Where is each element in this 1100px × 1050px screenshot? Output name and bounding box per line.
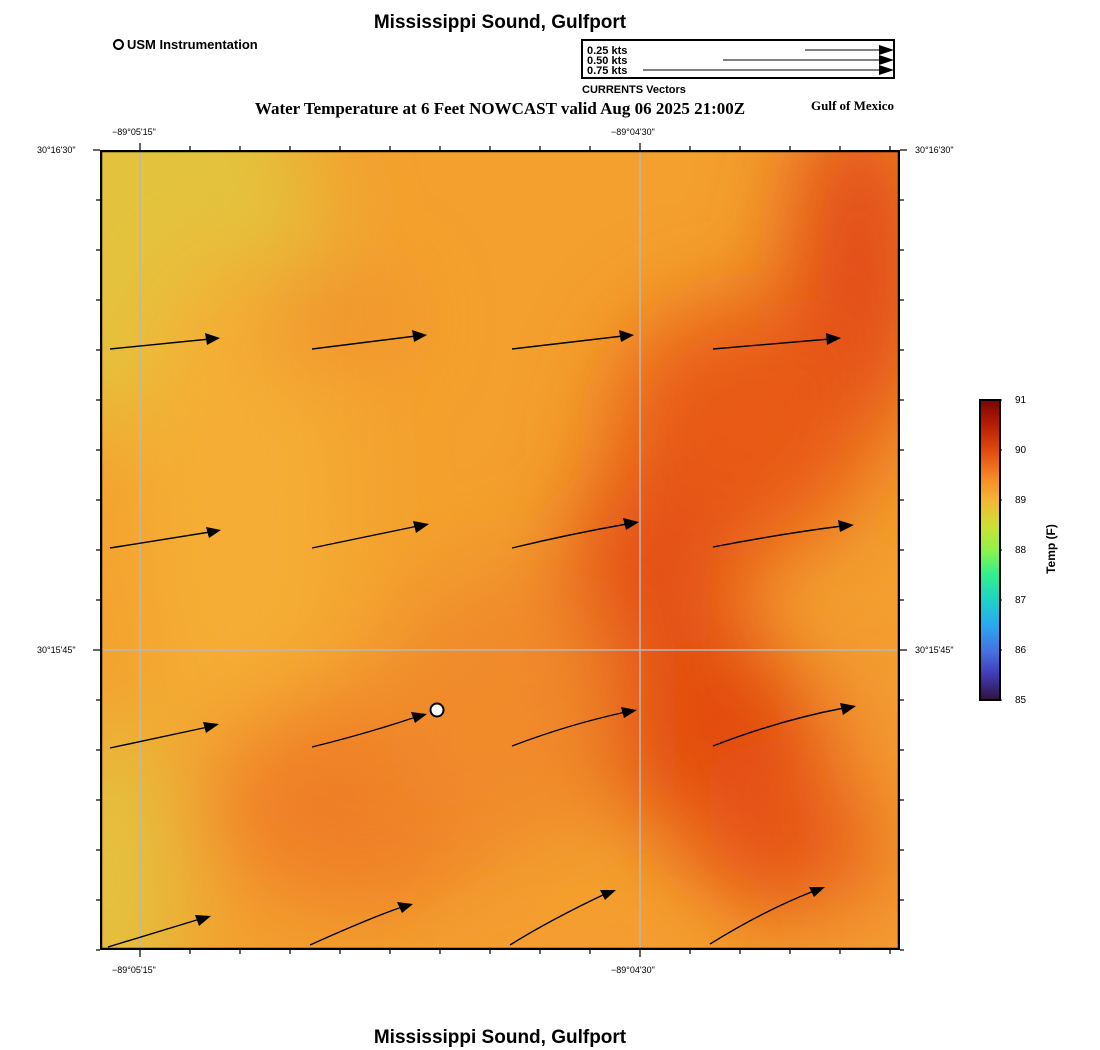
current-vector	[311, 525, 419, 549]
colorbar	[978, 398, 1002, 702]
current-vector	[311, 335, 417, 350]
temperature-field	[100, 150, 900, 950]
current-vector	[109, 338, 211, 350]
vector-legend-arrows	[643, 45, 893, 75]
station-legend-label: USM Instrumentation	[127, 37, 258, 52]
current-vector-head	[600, 890, 616, 900]
current-vector	[107, 918, 201, 948]
legend-arrowhead-050	[879, 55, 893, 65]
current-vector	[712, 525, 843, 548]
current-vector-head	[412, 330, 427, 342]
vector-legend-label-3: 0.75 kts	[587, 65, 628, 77]
current-vector	[109, 726, 209, 749]
colorbar-tick-label: 91	[1015, 395, 1027, 406]
current-vector	[509, 893, 606, 946]
colorbar-tick-label: 85	[1015, 695, 1027, 706]
map-subtitle: Water Temperature at 6 Feet NOWCAST vali…	[254, 99, 746, 118]
current-vector	[712, 338, 831, 350]
left-lat-label-2: 30°15'45"	[37, 645, 76, 655]
map-frame	[100, 150, 900, 950]
current-vector	[511, 335, 624, 350]
current-vector-head	[623, 518, 639, 530]
current-vector	[109, 531, 211, 549]
bottom-lon-label-1: −89°05'15"	[112, 965, 156, 975]
colorbar-title: Temp (F)	[1044, 524, 1058, 574]
legend-arrowhead-075	[879, 65, 893, 75]
current-vector-head	[205, 333, 220, 345]
current-vector-head	[195, 915, 211, 926]
top-lon-label-2: −89°04'30"	[611, 127, 655, 137]
current-vector	[709, 890, 815, 945]
vector-legend-label-2: 0.50 kts	[587, 55, 628, 67]
usm-station-marker	[429, 702, 445, 718]
current-vector-head	[809, 887, 825, 897]
graticule	[100, 150, 900, 950]
temperature-map	[100, 150, 900, 950]
map-title-bottom: Mississippi Sound, Gulfport	[373, 1027, 627, 1048]
colorbar-svg	[979, 399, 1002, 701]
current-vector-head	[206, 527, 221, 538]
region-label: Gulf of Mexico	[811, 98, 895, 113]
colorbar-tick-label: 88	[1015, 545, 1027, 556]
current-vector-head	[826, 333, 841, 345]
left-lat-label-1: 30°16'30"	[37, 145, 76, 155]
current-vector	[511, 523, 628, 549]
current-vector-head	[840, 703, 856, 715]
colorbar-tick-label: 87	[1015, 595, 1027, 606]
top-lon-label-1: −89°05'15"	[112, 127, 156, 137]
vector-legend-caption: CURRENTS Vectors	[582, 84, 686, 96]
vector-legend-label-1: 0.25 kts	[587, 45, 628, 57]
current-vector	[311, 716, 417, 748]
map-title: Mississippi Sound, Gulfport	[373, 12, 627, 33]
current-vector-head	[203, 722, 219, 733]
colorbar-tick-label: 89	[1015, 495, 1027, 506]
current-vectors	[107, 335, 845, 948]
current-vector-head	[621, 707, 637, 718]
current-vector	[712, 707, 845, 747]
right-lat-label-1: 30°16'30"	[915, 145, 954, 155]
bottom-lon-label-2: −89°04'30"	[611, 965, 655, 975]
station-marker-icon	[113, 39, 124, 50]
colorbar-gradient	[979, 399, 1001, 701]
station-legend: USM Instrumentation	[113, 37, 258, 52]
right-lat-label-2: 30°15'45"	[915, 645, 954, 655]
current-vector-head	[411, 712, 427, 723]
temperature-map-svg	[100, 150, 900, 950]
legend-arrowhead-025	[879, 45, 893, 55]
current-vector-heads	[195, 330, 856, 926]
current-vector-head	[619, 330, 634, 342]
colorbar-tick-label: 86	[1015, 645, 1027, 656]
colorbar-tick-label: 90	[1015, 445, 1027, 456]
current-vector	[309, 906, 403, 946]
current-vector	[511, 711, 627, 747]
current-vector-head	[397, 902, 413, 913]
current-vector-head	[413, 521, 429, 533]
current-vector-head	[838, 520, 854, 532]
vector-legend: 0.25 kts 0.50 kts 0.75 kts	[581, 39, 895, 79]
